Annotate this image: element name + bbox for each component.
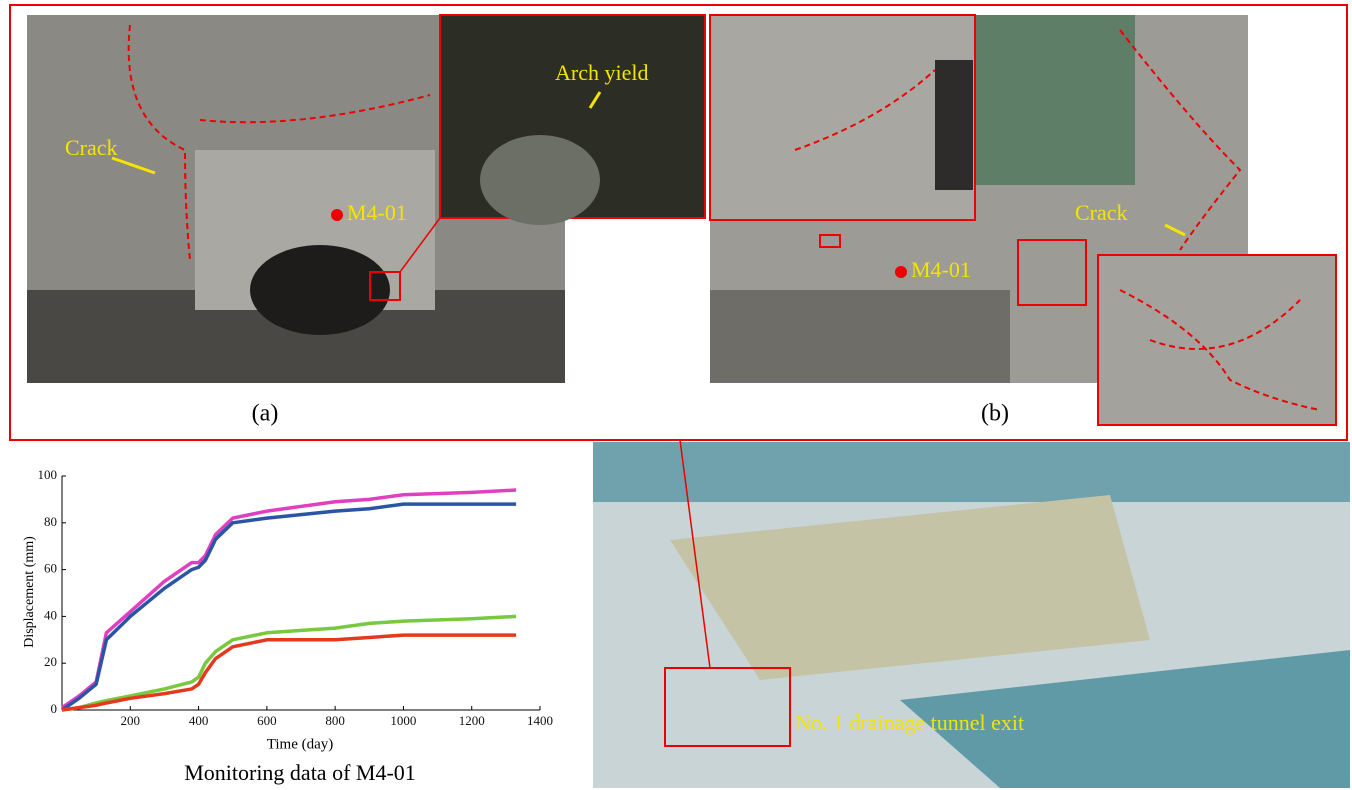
annotation: M4-01 [911,257,971,282]
y-tick-label: 20 [44,654,57,669]
x-tick-label: 600 [257,713,277,728]
chart-title: Monitoring data of M4-01 [184,760,416,785]
x-tick-label: 200 [121,713,141,728]
x-tick-label: 400 [189,713,209,728]
x-axis-label: Time (day) [267,736,334,752]
x-tick-label: 1400 [527,713,553,728]
data-line [62,616,516,710]
annotation: Crack [1075,200,1128,225]
point-marker [331,209,343,221]
y-tick-label: 80 [44,514,57,529]
photo-b-scaffold [975,15,1135,185]
panel-label: (a) [252,401,279,427]
data-line [62,504,516,710]
y-tick-label: 100 [38,467,58,482]
inset-arch-light [480,135,600,225]
model-water [593,442,1350,502]
annotation: Arch yield [555,60,648,85]
y-tick-label: 40 [44,607,57,622]
x-tick-label: 800 [325,713,345,728]
inset-crack [1098,255,1336,425]
annotation: Crack [65,135,118,160]
y-tick-label: 60 [44,561,57,576]
figure: Crack Arch yield M4-01 (a) Crack M4-01 (… [0,0,1352,790]
x-tick-label: 1200 [459,713,485,728]
data-line [62,635,516,710]
inset-wall-door [935,60,973,190]
annotation: M4-01 [347,200,407,225]
photo-b-ground [710,290,1010,383]
y-tick-label: 0 [51,701,58,716]
panel-label: (b) [981,401,1009,427]
annotation: No. 1 drainage tunnel exit [795,710,1024,735]
point-marker [895,266,907,278]
y-axis-label: Displacement (mm) [22,536,37,648]
data-line [62,490,516,708]
x-tick-label: 1000 [390,713,416,728]
